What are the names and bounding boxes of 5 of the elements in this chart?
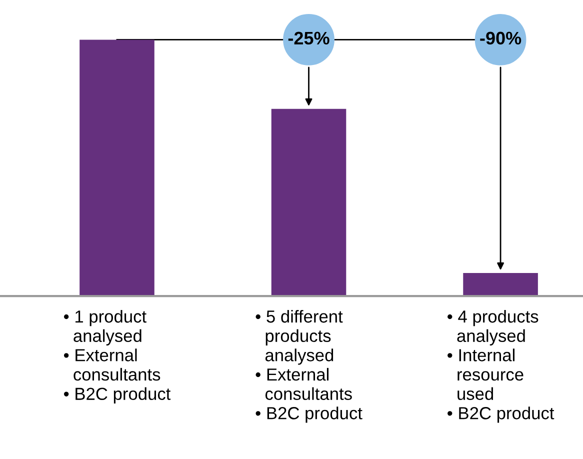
x-tick-label: • 1 product analysed • External consultants • B2C product [64, 310, 171, 404]
annotation: -90% [480, 32, 522, 45]
x-tick-label: • 4 products analysed • Internal resource used • B2C product [448, 310, 554, 423]
x-tick-label: • 5 different products analysed • External consultants • B2C product [256, 310, 362, 423]
annotation: -25% [288, 32, 330, 45]
